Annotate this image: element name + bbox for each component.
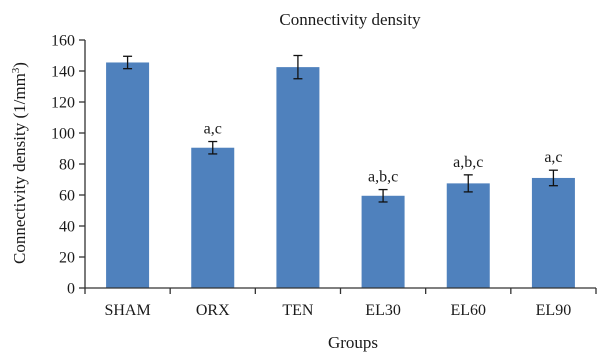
y-axis-title: Connectivity density (1/mm3) <box>10 62 29 264</box>
error-bar-el90 <box>548 169 558 187</box>
x-category-label: ORX <box>196 302 230 319</box>
bar-el30 <box>361 195 405 288</box>
x-axis: SHAM ORX TEN EL30 EL60 EL90 <box>84 288 597 319</box>
x-category-label: EL30 <box>365 302 401 319</box>
y-tick-label: 120 <box>51 95 75 112</box>
error-bar-el60 <box>463 174 473 193</box>
y-tick-label: 100 <box>51 126 75 143</box>
y-tick-label: 20 <box>59 250 75 267</box>
error-bar-ten <box>293 54 303 80</box>
y-axis: 0 20 40 60 80 100 120 140 160 <box>51 33 85 298</box>
bar-el90 <box>531 177 575 288</box>
significance-label: a,b,c <box>453 154 483 171</box>
error-bar-orx <box>208 140 218 155</box>
chart-title: Connectivity density <box>279 10 421 29</box>
bars <box>106 62 575 288</box>
bar-el60 <box>446 183 490 288</box>
y-axis-title-close: ) <box>10 62 29 68</box>
y-tick-label: 80 <box>59 157 75 174</box>
x-category-label: SHAM <box>104 302 150 319</box>
bar-sham <box>106 62 150 288</box>
significance-label: a,b,c <box>368 169 398 186</box>
bar-orx <box>191 147 235 288</box>
error-bars <box>123 54 558 203</box>
x-category-label: EL90 <box>536 302 572 319</box>
y-tick-label: 140 <box>51 64 75 81</box>
error-bar-el30 <box>378 188 388 203</box>
bar-ten <box>276 67 320 288</box>
y-tick-label: 40 <box>59 219 75 236</box>
x-category-label: EL60 <box>450 302 486 319</box>
y-axis-title-superscript: 3 <box>10 67 22 73</box>
significance-label: a,c <box>544 149 562 166</box>
significance-label: a,c <box>204 121 222 138</box>
y-tick-label: 0 <box>67 281 75 298</box>
significance-labels: a,c a,b,c a,b,c a,c <box>204 121 563 186</box>
y-tick-label: 160 <box>51 33 75 50</box>
y-tick-label: 60 <box>59 188 75 205</box>
x-category-label: TEN <box>282 302 314 319</box>
y-axis-title-main: Connectivity density (1/mm <box>10 73 29 264</box>
x-axis-title: Groups <box>328 333 378 352</box>
error-bar-sham <box>123 55 133 70</box>
